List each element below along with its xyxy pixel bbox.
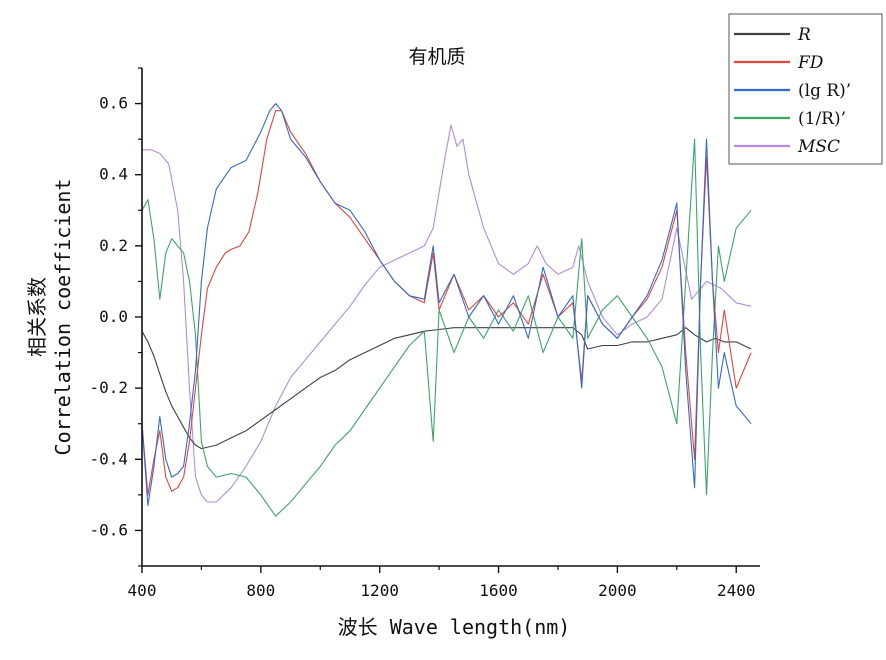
y-axis-title-cn: 相关系数: [25, 277, 49, 357]
x-tick-label: 1600: [479, 581, 518, 600]
x-tick-label: 1200: [360, 581, 399, 600]
x-tick-label: 2400: [717, 581, 756, 600]
series-line: [141, 103, 752, 507]
x-tick-label: 800: [246, 581, 275, 600]
legend-label: (1/R)’: [798, 109, 846, 129]
legend-label: FD: [797, 53, 824, 73]
series-line: [141, 138, 752, 517]
y-tick-label: -0.4: [89, 449, 128, 468]
y-tick-label: 0.2: [99, 236, 128, 255]
x-tick-label: 400: [128, 581, 157, 600]
y-tick-label: 0.4: [99, 165, 128, 184]
x-axis-title: 波长 Wave length(nm): [338, 615, 571, 639]
series-lines: [141, 103, 752, 517]
chart-title: 有机质: [408, 46, 465, 68]
y-tick-label: 0.6: [99, 94, 128, 113]
y-tick-label: -0.6: [89, 520, 128, 539]
legend: R FD (lg R)’ (1/R)’ MSC: [728, 13, 883, 165]
axes: 400 800 1200 1600 2000 2400 -0.6 -0.4 -0.2 0.0 0.…: [89, 67, 760, 600]
x-ticks: 400 800 1200 1600 2000 2400: [128, 566, 756, 600]
y-tick-label: -0.2: [89, 378, 128, 397]
legend-label: (lg R)’: [798, 81, 851, 101]
legend-label: R: [797, 25, 811, 45]
x-tick-label: 2000: [598, 581, 637, 600]
legend-label: MSC: [797, 137, 840, 157]
y-tick-label: 0.0: [99, 307, 128, 326]
y-ticks: -0.6 -0.4 -0.2 0.0 0.2 0.4 0.6: [89, 67, 142, 567]
y-axis-title-en: Correlation coefficient: [51, 179, 75, 456]
